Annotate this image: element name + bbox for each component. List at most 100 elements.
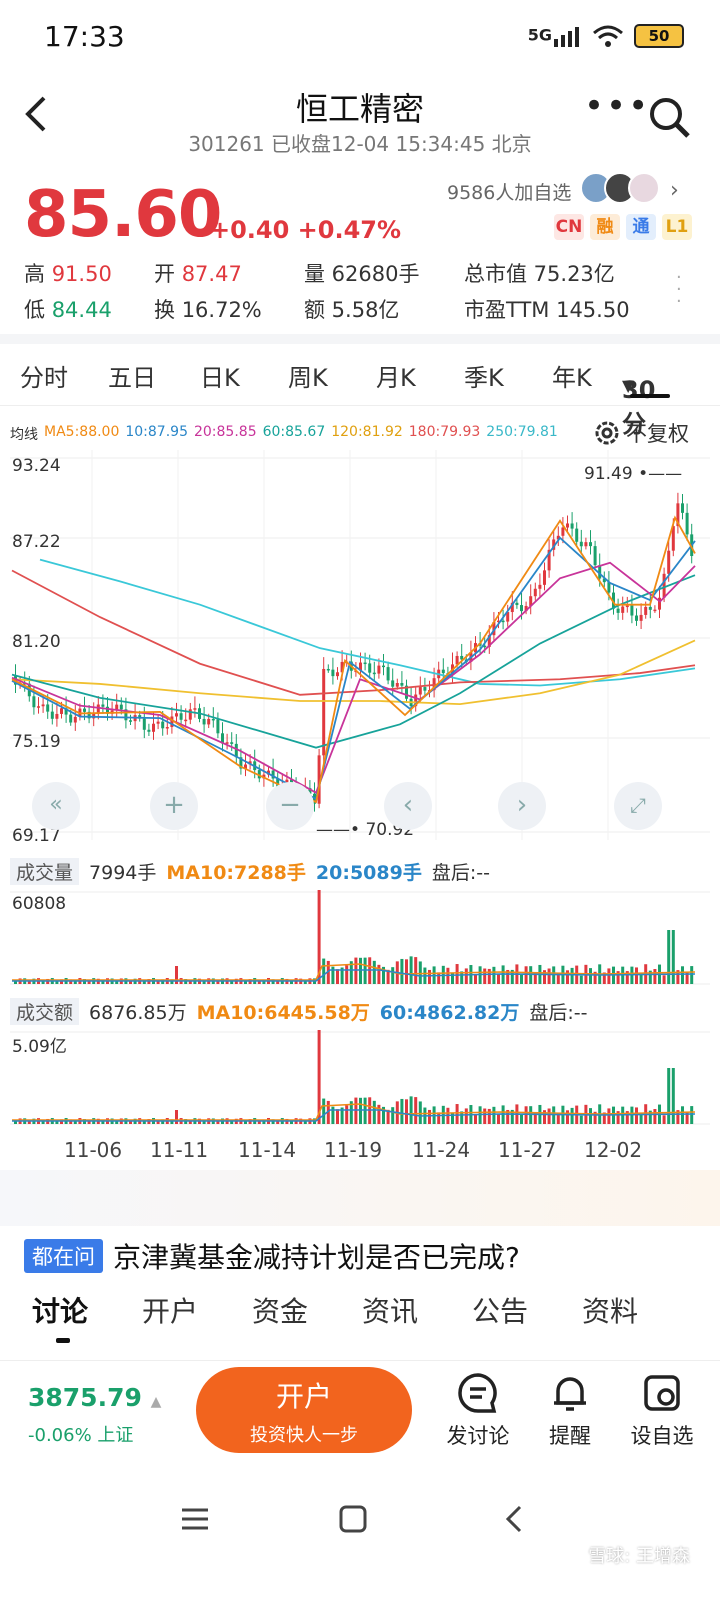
section-divider	[0, 1170, 720, 1226]
amount-bar	[492, 1106, 496, 1124]
tab-news[interactable]: 资讯	[362, 1295, 419, 1328]
tab-funds[interactable]: 资金	[252, 1295, 309, 1328]
content-tabs: 讨论 开户 资金 资讯 公告 资料	[0, 1290, 720, 1350]
tab-day-k[interactable]: 日K	[200, 364, 240, 392]
candle	[142, 718, 146, 730]
candle	[161, 721, 165, 729]
candle	[671, 526, 675, 551]
volume-bar	[635, 967, 638, 984]
menu-icon[interactable]	[180, 1504, 210, 1538]
ma60-value: 60:85.67	[262, 424, 326, 440]
volume-bar	[142, 980, 146, 984]
amount-bar	[129, 1120, 132, 1124]
amount-bar	[418, 1101, 422, 1124]
tab-5day[interactable]: 五日	[108, 364, 156, 392]
alert-button[interactable]: 提醒	[538, 1371, 602, 1450]
volume-bar	[73, 979, 77, 984]
fullscreen-button[interactable]: ⤢	[614, 782, 662, 830]
volume-ma10: MA10:7288手	[166, 862, 306, 884]
kline-chart[interactable]	[0, 450, 720, 850]
amount-bar	[464, 1108, 468, 1124]
market-cap: 总市值 75.23亿	[464, 262, 615, 286]
scroll-left-button[interactable]: ‹	[384, 782, 432, 830]
adjust-label: 不复权	[626, 422, 689, 446]
candle	[46, 704, 50, 712]
search-icon[interactable]	[648, 96, 692, 144]
amount-bar	[474, 1114, 477, 1124]
amount-bar	[41, 1120, 45, 1124]
amount-bar	[14, 1120, 17, 1124]
amount-bar	[27, 1120, 31, 1124]
index-value[interactable]: 3875.79 ▲	[28, 1383, 161, 1412]
battery-icon: 50	[634, 24, 684, 48]
volume-bar	[681, 966, 684, 984]
candle	[83, 708, 86, 712]
candle	[308, 788, 312, 794]
tab-discussion[interactable]: 讨论	[32, 1295, 89, 1328]
amount-bar	[317, 1030, 321, 1124]
amount-header: 成交额 6876.85万 MA10:6445.58万 60:4862.82万 盘…	[10, 998, 588, 1025]
add-watchlist-button[interactable]: 设自选	[624, 1371, 700, 1450]
volume-bar	[202, 980, 206, 984]
volume-bar	[662, 975, 666, 984]
amount-bar	[202, 1120, 206, 1124]
period-tabs: 分时 五日 日K 周K 月K 季K 年K 30分 ▼	[0, 346, 720, 438]
amount-bar	[73, 1119, 77, 1124]
open-account-button[interactable]: 开户 投资快人一步	[196, 1367, 412, 1453]
volume-chart[interactable]	[0, 888, 720, 988]
expand-dots-icon[interactable]: · · ·	[676, 267, 682, 312]
y-tick-0: 93.24	[12, 456, 61, 476]
volume-bar	[653, 969, 657, 984]
current-price: 85.60	[24, 178, 222, 252]
tab-week-k[interactable]: 周K	[288, 364, 328, 392]
scroll-right-button[interactable]: ›	[498, 782, 546, 830]
volume-bar	[326, 960, 330, 984]
back-button[interactable]	[24, 94, 48, 141]
tab-timeshare[interactable]: 分时	[20, 364, 68, 392]
rewind-button[interactable]: «	[32, 782, 80, 830]
candle	[368, 663, 372, 673]
post-discussion-button[interactable]: 发讨论	[440, 1371, 516, 1450]
tab-month-k[interactable]: 月K	[376, 364, 416, 392]
candle	[676, 503, 680, 527]
candle	[211, 718, 215, 721]
chevron-right-icon[interactable]: ›	[670, 178, 679, 203]
candle	[405, 685, 408, 699]
follower-avatars[interactable]	[580, 172, 660, 204]
volume-bar	[27, 980, 31, 984]
follower-count[interactable]: 9586人加自选	[447, 182, 572, 204]
ma250-value: 250:79.81	[486, 424, 558, 440]
volume-bar	[188, 980, 192, 984]
max-price-label: 91.49 •——	[584, 464, 683, 484]
amount-bar	[437, 1112, 441, 1124]
zoom-out-button[interactable]: −	[266, 782, 314, 830]
home-icon[interactable]	[338, 1504, 368, 1538]
back-nav-icon[interactable]	[500, 1504, 530, 1538]
tab-profile[interactable]: 资料	[582, 1295, 639, 1328]
amount-bar	[230, 1120, 234, 1124]
tab-year-k[interactable]: 年K	[552, 364, 592, 392]
candle	[129, 720, 132, 722]
candle	[377, 665, 381, 674]
amount-bar	[377, 1104, 381, 1124]
tab-quarter-k[interactable]: 季K	[464, 364, 504, 392]
amount-bar	[648, 1110, 652, 1124]
more-icon[interactable]: •••	[584, 86, 651, 126]
zoom-in-button[interactable]: +	[150, 782, 198, 830]
amount-bar	[520, 1114, 523, 1124]
volume-bar	[244, 980, 247, 984]
turnover-label: 换	[154, 298, 175, 322]
tab-open-account[interactable]: 开户	[142, 1295, 199, 1328]
tab-announcement[interactable]: 公告	[472, 1295, 529, 1328]
candle	[635, 615, 638, 621]
amount-bar	[322, 1098, 326, 1124]
volume-bar	[497, 973, 500, 984]
candle	[188, 709, 192, 720]
question-banner[interactable]: 都在问 京津冀基金减持计划是否已完成?	[24, 1236, 520, 1276]
index-change[interactable]: -0.06% 上证	[28, 1425, 134, 1446]
status-bar: 17:33 5G 50	[0, 0, 720, 76]
amount-bar	[690, 1106, 694, 1124]
candle	[584, 542, 588, 547]
amount-chart[interactable]	[0, 1028, 720, 1128]
adjust-toggle[interactable]: 不复权	[594, 418, 689, 448]
